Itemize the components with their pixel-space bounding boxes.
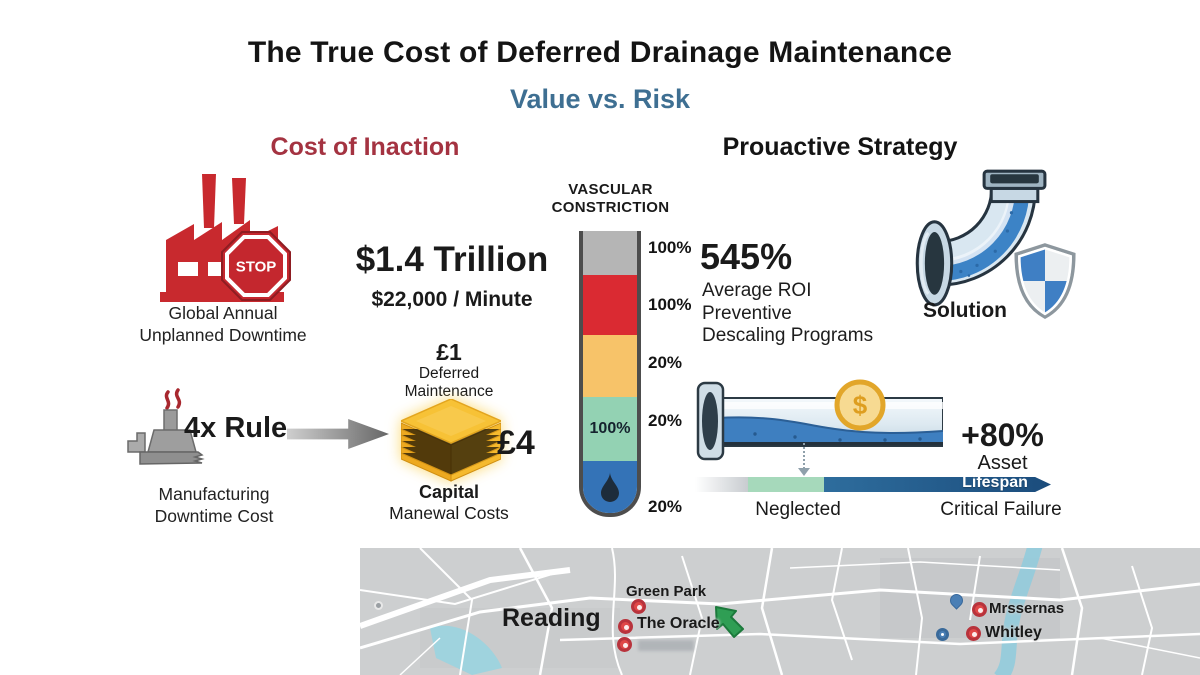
timeline-left-label: Neglected — [755, 499, 841, 520]
renewal-cost-line1: Capital — [418, 482, 479, 502]
factory-stop-icon: STOP — [160, 174, 291, 302]
gauge-label-4: 20% — [648, 411, 683, 430]
map-label-the-oracle: The Oracle — [637, 615, 720, 632]
map-background — [360, 548, 1200, 675]
map-pin-mrssernas — [972, 602, 987, 617]
droplet-icon — [601, 472, 619, 502]
dollar-coin-icon: $ — [834, 379, 886, 431]
timeline-right-label: Critical Failure — [940, 499, 1062, 520]
manufacturing-caption-line1: Manufacturing — [158, 484, 270, 504]
per-minute-stat: $22,000 / Minute — [371, 288, 533, 311]
deferred-cost-line2: Maintenance — [404, 383, 494, 400]
tube-segment-teal: 100% — [583, 397, 637, 461]
timeline-failure-arrow — [824, 477, 1051, 492]
solution-label: Solution — [923, 299, 1007, 322]
tube-inner-label: 100% — [589, 420, 631, 437]
roi-caption-line1: Average ROI — [702, 280, 812, 301]
downtime-caption: Global Annual Unplanned Downtime — [128, 302, 318, 346]
gauge-label-2: 100% — [648, 295, 692, 314]
gauge-label-5: 20% — [648, 497, 683, 516]
map-pin-whitley — [966, 626, 981, 641]
downtime-caption-line1: Global Annual — [168, 303, 278, 323]
map-pin-the-oracle — [618, 619, 633, 634]
deferred-cost-line1: Deferred — [418, 365, 480, 382]
renewal-cost-caption: Capital Manewal Costs — [378, 482, 520, 524]
stop-sign-label: STOP — [236, 259, 277, 276]
horizontal-pipe-icon: $ — [696, 379, 943, 461]
roi-stat: 545% — [700, 236, 793, 277]
manufacturing-caption: Manufacturing Downtime Cost — [138, 483, 290, 527]
map-label-whitley: Whitley — [985, 624, 1042, 641]
gauge-title-line2: CONSTRICTION — [551, 199, 670, 216]
trillion-stat: $1.4 Trillion — [355, 240, 549, 279]
rule-label: 4x Rule — [184, 412, 288, 444]
page-subtitle: Value vs. Risk — [509, 84, 691, 114]
deferred-cost-block: £1 Deferred Maintenance — [388, 339, 510, 401]
map-pin-blue-circle — [936, 628, 949, 641]
manufacturing-plant-icon — [127, 388, 205, 465]
roi-caption-line3: Descaling Programs — [702, 325, 874, 346]
tube-segment-blue — [583, 461, 637, 513]
map-label-green-park: Green Park — [626, 583, 707, 600]
right-arrow-icon — [287, 419, 389, 449]
cost-of-inaction-heading: Cost of Inaction — [270, 133, 460, 161]
map-pin-unlabeled — [617, 637, 632, 652]
roi-caption: Average ROI Preventive Descaling Program… — [702, 280, 902, 348]
renewal-cost-value: £4 — [497, 424, 535, 462]
timeline-fade-segment — [695, 477, 748, 492]
map-pin-green-park — [631, 599, 646, 614]
route-arrow-icon — [715, 606, 744, 638]
proactive-strategy-heading: Prouactive Strategy — [722, 133, 958, 161]
manufacturing-caption-line2: Downtime Cost — [154, 506, 274, 526]
coin-stack-icon — [401, 399, 501, 482]
dotted-connector — [803, 443, 805, 469]
elbow-pipe-icon — [915, 169, 1047, 307]
reading-map: Reading Green Park The Oracle Mrssernas … — [360, 548, 1200, 675]
constriction-tube: 100% — [579, 231, 641, 517]
tube-segment-amber — [583, 335, 637, 397]
lifespan-stat: +80% — [961, 417, 1044, 453]
page-title: The True Cost of Deferred Drainage Maint… — [247, 36, 953, 69]
lifespan-timeline — [695, 477, 1051, 492]
map-label-mrssernas: Mrssernas — [989, 600, 1065, 617]
lifespan-caption-asset: Asset — [977, 452, 1028, 474]
gauge-label-3: 20% — [648, 353, 683, 372]
renewal-cost-line2: Manewal Costs — [389, 503, 509, 523]
downtime-caption-line2: Unplanned Downtime — [139, 325, 307, 345]
lifespan-caption-lifespan: Lifespan — [962, 474, 1028, 491]
dotted-connector-arrowhead — [798, 468, 810, 476]
stop-sign-icon: STOP — [221, 231, 291, 301]
gauge-title-line1: VASCULAR — [568, 181, 653, 198]
map-pin-gray-dot — [374, 601, 383, 610]
tube-segment-red — [583, 275, 637, 335]
gauge-label-1: 100% — [648, 238, 692, 257]
gauge-title: VASCULAR CONSTRICTION — [528, 181, 693, 217]
tube-segment-gray — [583, 231, 637, 275]
deferred-cost-value: £1 — [436, 339, 462, 365]
coin-symbol: $ — [853, 390, 868, 420]
map-city-label: Reading — [502, 604, 601, 632]
timeline-neglected-segment — [748, 477, 824, 492]
map-faded-label — [638, 640, 694, 651]
roi-caption-line2: Preventive — [702, 302, 792, 324]
shield-icon — [1014, 243, 1076, 319]
